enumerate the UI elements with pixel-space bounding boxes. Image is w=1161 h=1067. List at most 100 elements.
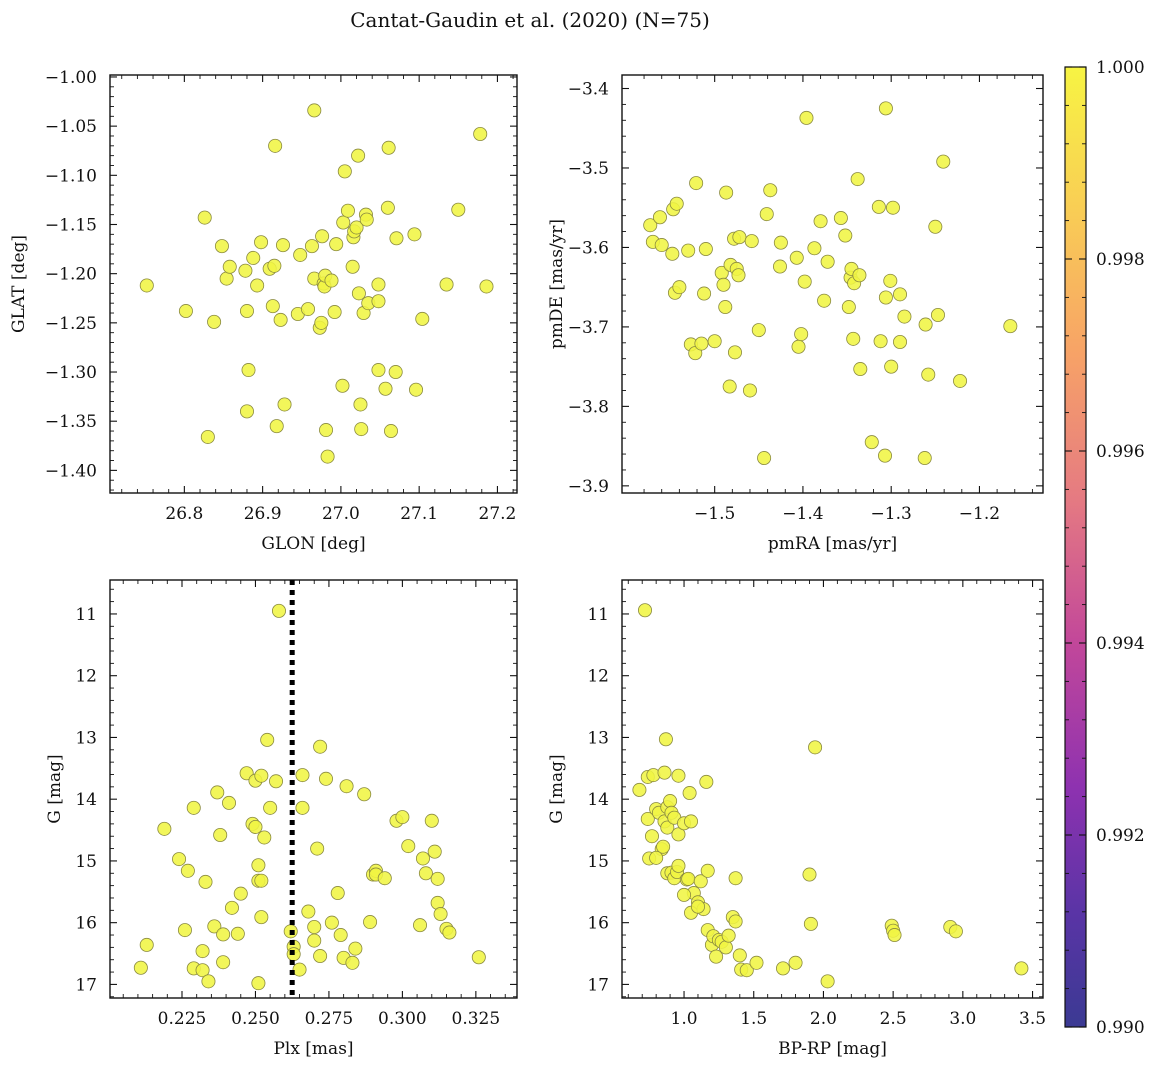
y-tick-label: −1.05 — [45, 117, 97, 137]
y-axis-label: GLAT [deg] — [9, 235, 29, 333]
y-tick-label: −1.30 — [45, 363, 97, 383]
colorbar-gradient — [1064, 66, 1087, 1028]
panel-plx-g: 0.225 0.250 0.275 0.300 0.325 11 12 13 14 15 16 17 P… — [45, 579, 518, 1059]
data-point — [318, 771, 333, 786]
data-point — [433, 907, 448, 922]
data-point — [677, 887, 692, 902]
x-tick-label: −1.5 — [694, 504, 735, 524]
figure-title: Cantat-Gaudin et al. (2020) (N=75) — [350, 8, 710, 32]
y-tick-label: 14 — [587, 790, 609, 810]
data-point — [254, 235, 269, 250]
data-point — [351, 148, 366, 163]
data-point — [917, 451, 932, 466]
data-point — [413, 918, 428, 933]
data-point — [378, 381, 393, 396]
x-axis-label: BP-RP [mag] — [778, 1039, 887, 1059]
data-point — [802, 867, 817, 882]
y-tick-label: 15 — [75, 852, 97, 872]
data-point — [377, 871, 392, 886]
data-point — [727, 345, 742, 360]
data-point — [953, 373, 968, 388]
data-point — [439, 277, 454, 292]
data-point — [721, 928, 736, 943]
data-point — [349, 220, 364, 235]
data-point — [198, 874, 213, 889]
data-point — [640, 811, 655, 826]
x-tick-label: 1.0 — [671, 1009, 698, 1029]
y-tick-label: −1.25 — [45, 314, 97, 334]
data-point — [732, 230, 747, 245]
data-point — [409, 382, 424, 397]
data-point — [797, 274, 812, 289]
data-point — [430, 871, 445, 886]
data-point — [841, 300, 856, 315]
data-point — [681, 243, 696, 258]
data-point — [233, 886, 248, 901]
data-point — [742, 383, 757, 398]
data-point — [329, 237, 344, 252]
data-point — [719, 185, 734, 200]
y-tick-label: −3.5 — [568, 159, 609, 179]
data-point — [295, 800, 310, 815]
y-tick-label: 13 — [75, 728, 97, 748]
data-point — [301, 302, 316, 317]
data-point — [897, 309, 912, 324]
data-point — [644, 829, 659, 844]
data-point — [728, 914, 743, 929]
data-point — [693, 874, 708, 889]
x-tick-label: −1.4 — [782, 504, 823, 524]
data-point — [700, 863, 715, 878]
data-point — [921, 367, 936, 382]
data-point — [415, 311, 430, 326]
data-point — [201, 974, 216, 989]
data-point — [180, 863, 195, 878]
data-point — [265, 299, 280, 314]
data-point — [292, 962, 307, 977]
data-point — [672, 280, 687, 295]
data-point — [864, 435, 879, 450]
data-point — [739, 963, 754, 978]
y-tick-label: 17 — [587, 975, 609, 995]
data-point — [850, 172, 865, 187]
colorbar-tick-label: 0.992 — [1096, 826, 1145, 846]
data-point — [348, 941, 363, 956]
data-point — [759, 207, 774, 222]
data-point — [371, 363, 386, 378]
y-tick-label: −1.40 — [45, 461, 97, 481]
x-tick-label: 27.1 — [400, 504, 438, 524]
data-point — [139, 278, 154, 293]
data-point — [307, 919, 322, 934]
x-tick-label: 3.0 — [949, 1009, 976, 1029]
data-point — [751, 323, 766, 338]
data-point — [345, 955, 360, 970]
data-point — [219, 271, 234, 286]
data-point — [241, 363, 256, 378]
data-point — [808, 740, 823, 755]
y-tick-label: 13 — [587, 728, 609, 748]
data-point — [838, 228, 853, 243]
y-tick-label: −3.7 — [568, 318, 609, 338]
data-point — [389, 231, 404, 246]
data-point — [267, 258, 282, 273]
data-point — [657, 765, 672, 780]
y-tick-label: 11 — [587, 605, 609, 625]
data-point — [887, 928, 902, 943]
data-point — [340, 203, 355, 218]
y-tick-label: −3.9 — [568, 477, 609, 497]
data-point — [254, 873, 269, 888]
data-point — [776, 961, 791, 976]
data-point — [763, 183, 778, 198]
panel-glon-glat: 26.8 26.9 27.0 27.1 27.2 −1.00 −1.05 −1.10 −1.15… — [9, 68, 518, 554]
data-point — [313, 949, 328, 964]
data-point — [224, 900, 239, 915]
x-tick-label: −1.2 — [959, 504, 1000, 524]
data-point — [893, 287, 908, 302]
data-point — [371, 294, 386, 309]
data-point — [665, 246, 680, 261]
data-point — [269, 419, 284, 434]
data-point — [789, 250, 804, 265]
x-tick-label: 27.0 — [322, 504, 360, 524]
data-point — [660, 820, 675, 835]
y-tick-label: −3.4 — [568, 80, 609, 100]
